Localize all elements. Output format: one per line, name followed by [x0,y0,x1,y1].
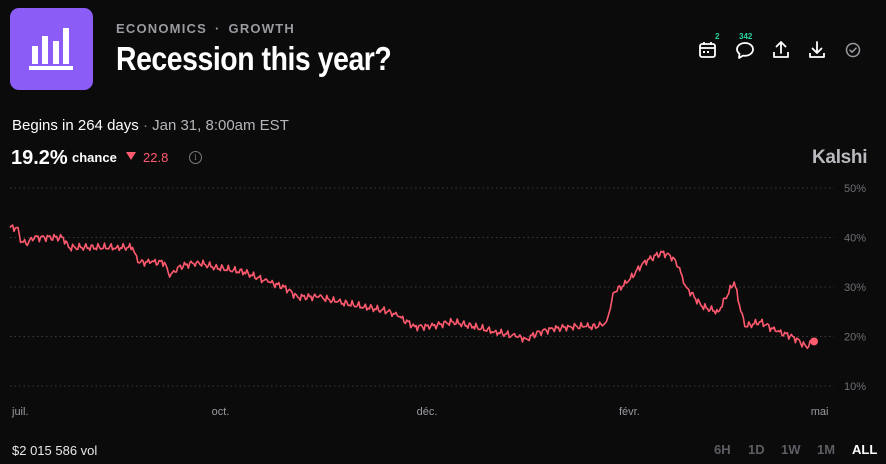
calendar-badge: 2 [715,32,720,41]
breadcrumb-separator: · [214,21,221,36]
begins-separator: · [142,117,148,134]
x-tick-label: juil. [11,406,29,418]
x-tick-label: mai [811,406,829,418]
comments-button[interactable]: 342 [733,32,757,62]
download-icon [809,41,825,58]
series-line [9,224,815,350]
volume-text: $2 015 586 vol [12,443,98,458]
time-range-selector: 6H 1D 1W 1M ALL [0,442,886,460]
current-point-marker [810,337,819,346]
x-tick-label: déc. [417,406,438,418]
download-button[interactable] [805,38,829,62]
begins-date: Jan 31, 8:00am EST [152,117,289,134]
page-title: Recession this year? [116,40,392,77]
begins-text: Begins in 264 days [12,117,139,134]
breadcrumb-category[interactable]: ECONOMICS [116,21,207,36]
check-circle-icon [845,42,861,58]
range-1m-button[interactable]: 1M [817,442,836,457]
comment-icon [736,42,754,59]
down-arrow-icon [126,152,136,160]
resolved-button[interactable] [841,38,865,62]
info-icon[interactable]: i [189,151,202,164]
range-1d-button[interactable]: 1D [748,442,765,457]
calendar-button[interactable]: 2 [696,32,720,62]
breadcrumb-subcategory[interactable]: GROWTH [228,21,295,36]
y-tick-label: 30% [844,282,866,294]
x-tick-label: oct. [212,406,230,418]
chance-delta: 22.8 [143,150,169,165]
chance-label: chance [72,150,117,165]
share-button[interactable] [769,38,793,62]
chance-value: 19.2% [11,147,68,169]
x-tick-label: févr. [619,406,640,418]
y-tick-label: 10% [844,381,866,393]
brand-logo[interactable]: Kalshi [812,147,868,168]
market-icon [10,8,93,90]
range-6h-button[interactable]: 6H [714,442,731,457]
share-icon [773,41,789,58]
calendar-icon [699,42,716,58]
breadcrumb: ECONOMICS · GROWTH [116,21,295,36]
range-1w-button[interactable]: 1W [781,442,801,457]
probability-chart[interactable]: 50% 40% 30% 20% 10% juil. oct. déc. févr. mai [0,178,886,418]
y-tick-label: 20% [844,332,866,344]
y-tick-label: 50% [844,183,866,195]
range-all-button[interactable]: ALL [852,442,878,457]
bar-chart-icon [29,28,73,70]
comment-count-badge: 342 [739,32,753,41]
market-begins: Begins in 264 days · Jan 31, 8:00am EST [12,117,289,134]
y-tick-label: 40% [844,233,866,245]
